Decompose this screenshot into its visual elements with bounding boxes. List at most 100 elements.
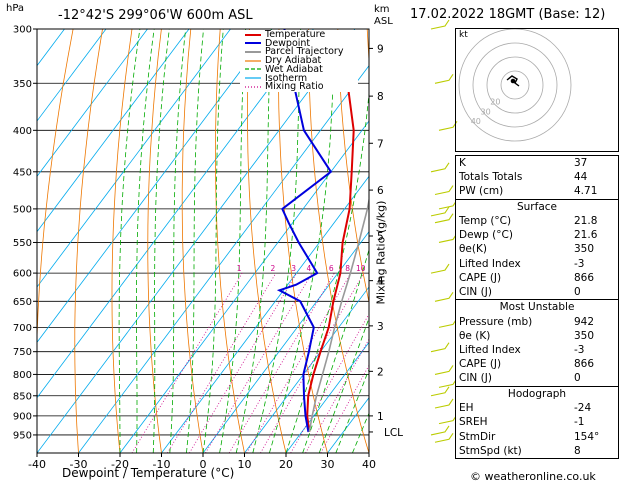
mu-label: CIN (J) (459, 372, 492, 385)
mixing-ratio-label: 6 (329, 264, 334, 273)
isotherm (285, 341, 369, 453)
legend: Temperature Dewpoint Parcel Trajectory Dry … (240, 30, 358, 92)
wind-barb (430, 206, 450, 217)
legend-item: Wet Adiabat (244, 65, 323, 74)
wet-adiabat (136, 29, 155, 453)
height-tick-label: 8 (377, 91, 384, 103)
pressure-tick-label: 500 (13, 204, 32, 215)
location-title: -12°42'S 299°06'W 600m ASL (58, 8, 253, 23)
hodograph-frame: kt (455, 28, 619, 152)
mixing-ratio-line (228, 272, 335, 453)
legend-swatch (245, 33, 261, 36)
height-unit: km (374, 4, 390, 15)
hodograph-ring (458, 28, 572, 142)
hodo-label: EH (459, 402, 474, 415)
dry-adiabat (147, 29, 162, 453)
index-label: K (459, 157, 466, 169)
legend-swatch (245, 42, 261, 45)
isotherm (37, 29, 148, 177)
height-tick-label: 5 (377, 231, 384, 243)
isotherm (37, 29, 273, 343)
mixing-ratio-line (260, 272, 365, 453)
wet-adiabat (186, 29, 204, 453)
wind-barb (430, 19, 450, 30)
legend-item: Dry Adiabat (244, 56, 321, 65)
legend-label: Isotherm (265, 72, 308, 84)
pressure-tick-label: 300 (13, 25, 32, 36)
wet-adiabat (302, 248, 369, 453)
wet-adiabat (235, 29, 272, 453)
pressure-tick-label: 550 (13, 238, 32, 249)
wet-adiabat (169, 29, 187, 453)
x-tick-label: 20 (279, 458, 293, 471)
mu-label: Pressure (mb) (459, 315, 533, 328)
mu-label: θe (K) (459, 329, 491, 342)
wind-barb (434, 213, 454, 224)
x-tick-label: 0 (200, 458, 207, 471)
hodo-label: SREH (459, 416, 488, 429)
hodograph-ring-label: 30 (481, 107, 491, 116)
mixing-ratio-label: 10 (356, 264, 366, 273)
mixing-ratio-label: 4 (307, 264, 312, 273)
lcl-label: LCL (384, 427, 403, 439)
surface-value: 866 (574, 271, 595, 284)
mixing-ratio-label: 8 (345, 264, 350, 273)
mu-value: -3 (574, 344, 585, 357)
isotherm (37, 29, 314, 399)
height-tick-label: 4 (377, 276, 384, 288)
isotherm (37, 29, 356, 453)
dry-adiabat (74, 29, 103, 453)
wind-barb (434, 398, 454, 409)
x-tick-label: 10 (238, 458, 252, 471)
wind-barb (430, 342, 450, 353)
height-tick-label: 2 (377, 366, 384, 378)
legend-item: Parcel Trajectory (244, 47, 343, 57)
surface-label: Lifted Index (459, 257, 521, 270)
x-tick-label: 30 (321, 458, 335, 471)
height-tick-label: 1 (377, 411, 384, 423)
legend-label: Dry Adiabat (265, 55, 322, 67)
mixing-ratio-label: 1 (237, 264, 242, 273)
legend-label: Mixing Ratio (265, 81, 324, 93)
index-label: PW (cm) (459, 185, 504, 198)
wind-barb (434, 291, 454, 302)
hodo-value: -24 (574, 402, 592, 415)
surface-label: Dewp (°C) (459, 229, 513, 242)
mu-label: Lifted Index (459, 344, 521, 357)
mixing-ratio-line (189, 272, 297, 453)
profile-lines (276, 29, 369, 433)
height-tick-label: 3 (377, 321, 384, 333)
hodograph-ring (472, 42, 558, 128)
pressure-tick-label: 950 (13, 430, 32, 441)
background-lines: 1 2 3 4 6 8 10 16 20 25 (37, 29, 408, 453)
surface-label: Temp (°C) (459, 215, 512, 228)
mixing-ratio-line (320, 364, 369, 453)
mu-value: 350 (574, 329, 595, 342)
mixing-ratio-label: 2 (271, 264, 276, 273)
legend-label: Wet Adiabat (265, 63, 323, 75)
surface-title: Surface (516, 200, 557, 213)
isotherm (119, 120, 369, 453)
dry-adiabat (37, 29, 74, 453)
datetime: 17.02.2022 18GMT (Base: 12) (410, 7, 606, 22)
index-label: Totals Totals (459, 171, 523, 184)
hodo-label: StmDir (459, 430, 496, 443)
wet-adiabat (269, 29, 336, 453)
surface-label: CIN (J) (459, 286, 492, 298)
wet-adiabat (152, 29, 170, 453)
mu-value: 0 (574, 372, 581, 385)
legend-item: Isotherm (244, 72, 308, 84)
surface-value: 21.8 (574, 215, 598, 228)
x-tick-label: -40 (28, 458, 46, 471)
dry-adiabat (278, 29, 328, 453)
pressure-tick-label: 450 (13, 167, 32, 178)
surface-value: 350 (574, 243, 595, 256)
mixing-ratio-label: 20 (398, 264, 408, 273)
wind-barb (430, 263, 450, 274)
x-tick-label: -20 (111, 458, 129, 471)
index-value: 37 (574, 157, 588, 169)
isotherm (37, 29, 190, 233)
mixing-ratio-line (246, 272, 352, 453)
mixing-ratio-axis-label: Mixing Ratio (g/kg) (374, 200, 388, 305)
